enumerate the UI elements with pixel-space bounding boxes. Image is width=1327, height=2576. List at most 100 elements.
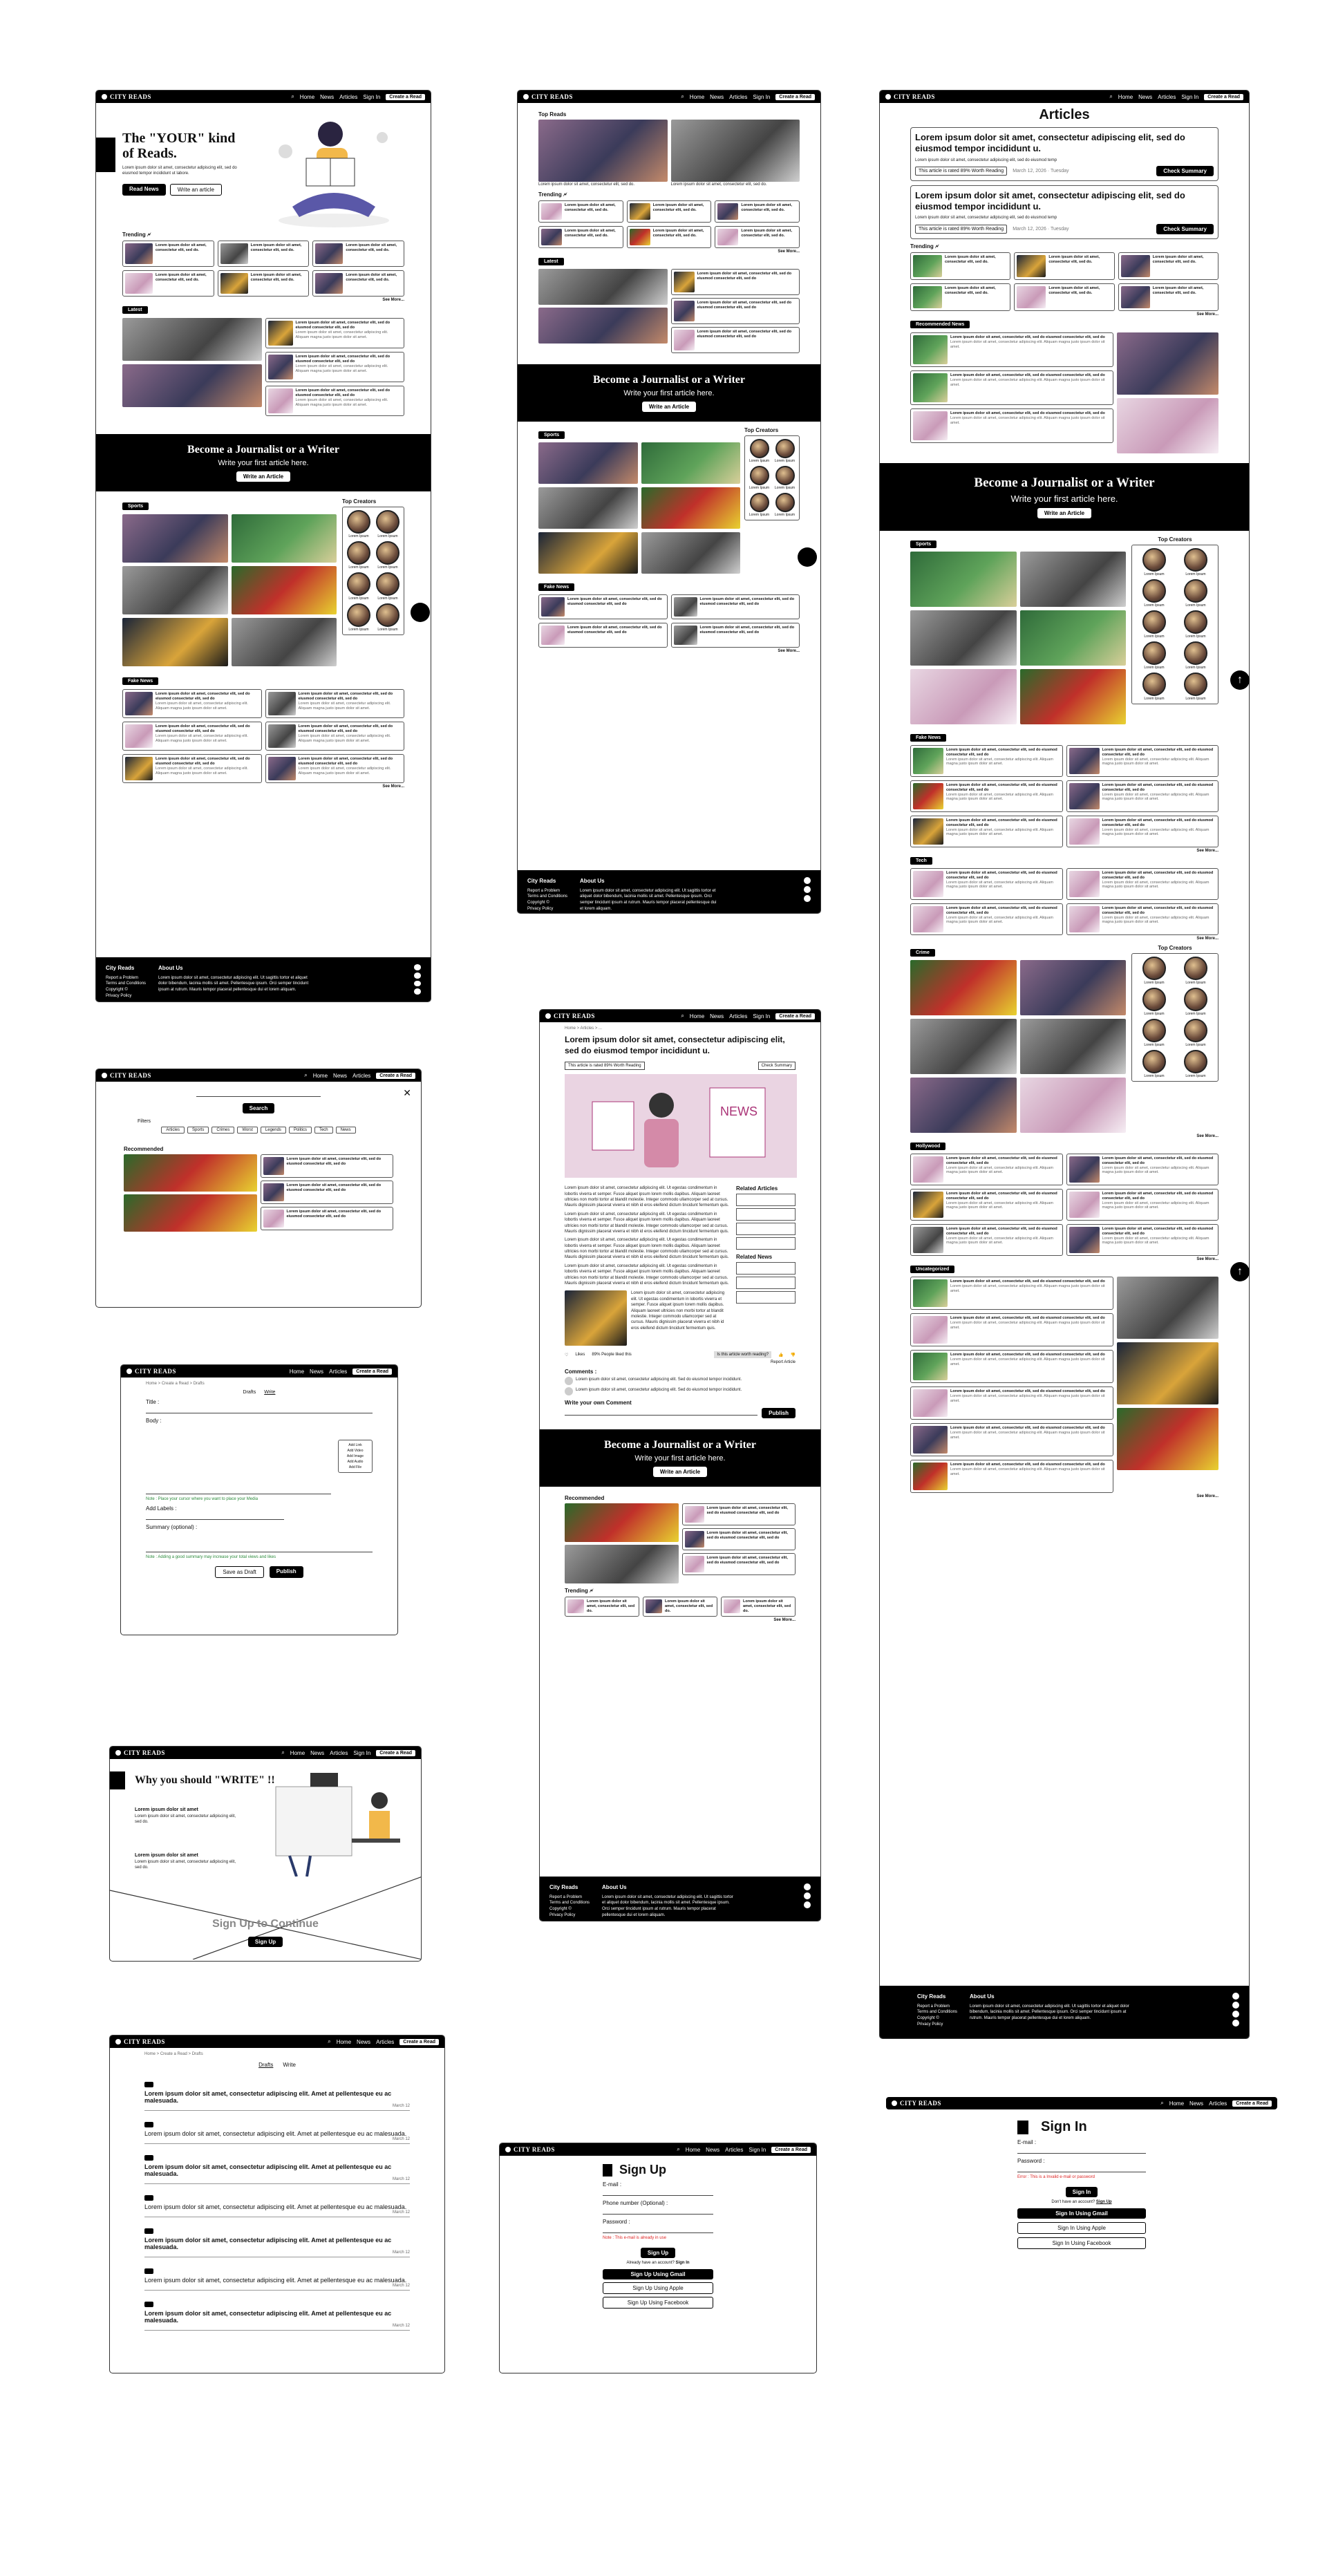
- filter-chip[interactable]: Crimes: [211, 1127, 235, 1134]
- nav-signin[interactable]: Sign In: [753, 93, 771, 100]
- draft-item[interactable]: Lorem ipsum dolor sit amet, consectetur …: [144, 2074, 410, 2111]
- creator[interactable]: Lorem Ipsum: [375, 603, 401, 632]
- logo[interactable]: CITY READS: [102, 93, 285, 100]
- trending-card[interactable]: Lorem ipsum dolor sit amet, consectetur …: [122, 270, 214, 297]
- news-card[interactable]: Lorem ipsum dolor sit amet, consectetur …: [122, 754, 262, 783]
- write-article-cta[interactable]: Write an Article: [236, 471, 291, 482]
- email-input[interactable]: [1017, 2147, 1146, 2154]
- see-more-link[interactable]: See More...: [382, 784, 404, 789]
- draft-item[interactable]: Lorem ipsum dolor sit amet, consectetur …: [144, 2220, 410, 2257]
- footer-link[interactable]: Terms and Conditions: [106, 981, 147, 986]
- thumb-down-icon[interactable]: 👎: [790, 1353, 796, 1357]
- filter-chip[interactable]: Politics: [288, 1127, 312, 1134]
- phone-input[interactable]: [603, 2208, 713, 2215]
- publish-button[interactable]: Publish: [269, 1566, 303, 1578]
- signup-apple-button[interactable]: Sign Up Using Apple: [603, 2282, 713, 2294]
- filter-chip[interactable]: News: [335, 1127, 356, 1134]
- trending-card[interactable]: Lorem ipsum dolor sit amet, consectetur …: [626, 226, 712, 249]
- creator[interactable]: Lorem Ipsum: [346, 510, 372, 538]
- news-card[interactable]: Lorem ipsum dolor sit amet, consectetur …: [265, 754, 404, 783]
- creator[interactable]: Lorem Ipsum: [375, 510, 401, 538]
- filter-chip[interactable]: Legends: [260, 1127, 286, 1134]
- trending-card[interactable]: Lorem ipsum dolor sit amet, consectetur …: [626, 200, 712, 223]
- news-card[interactable]: Lorem ipsum dolor sit amet, consectetur …: [122, 689, 262, 718]
- facebook-icon[interactable]: [414, 964, 421, 970]
- add-file-tool[interactable]: Add File: [348, 1465, 362, 1469]
- mail-icon[interactable]: [414, 988, 421, 995]
- twitter-icon[interactable]: [804, 886, 811, 893]
- search-icon[interactable]: ⌕: [1109, 93, 1113, 100]
- nav-home[interactable]: Home: [1118, 93, 1133, 100]
- create-read-button[interactable]: Create a Read: [1204, 93, 1243, 100]
- latest-image[interactable]: [122, 318, 262, 361]
- search-input[interactable]: [196, 1090, 321, 1097]
- add-audio-tool[interactable]: Add Audio: [347, 1460, 364, 1464]
- write-article-cta[interactable]: Write an Article: [652, 1467, 708, 1478]
- add-image-tool[interactable]: Add Image: [346, 1454, 364, 1458]
- footer-link[interactable]: Privacy Policy: [106, 993, 132, 998]
- tab-drafts[interactable]: Drafts: [258, 2062, 274, 2068]
- featured-article[interactable]: Lorem ipsum dolor sit amet, consectetur …: [910, 185, 1218, 239]
- latest-card[interactable]: Lorem ipsum dolor sit amet, consectetur …: [265, 318, 404, 348]
- write-article-button[interactable]: Write an article: [169, 183, 222, 196]
- search-icon[interactable]: ⌕: [281, 1749, 285, 1756]
- trending-card[interactable]: Lorem ipsum dolor sit amet, consectetur …: [217, 270, 310, 297]
- email-input[interactable]: [603, 2189, 713, 2196]
- write-article-cta[interactable]: Write an Article: [1037, 507, 1092, 518]
- instagram-icon[interactable]: [804, 1901, 811, 1908]
- sports-card[interactable]: [122, 618, 228, 666]
- signup-link[interactable]: Sign Up: [1095, 2200, 1112, 2204]
- read-news-button[interactable]: Read News: [122, 183, 166, 196]
- search-icon[interactable]: ⌕: [1160, 2100, 1164, 2106]
- twitter-icon[interactable]: [1232, 2002, 1239, 2009]
- check-summary-button[interactable]: Check Summary: [757, 1062, 796, 1071]
- nav-articles[interactable]: Articles: [729, 93, 748, 100]
- nav-news[interactable]: News: [320, 93, 335, 100]
- latest-card[interactable]: Lorem ipsum dolor sit amet, consectetur …: [670, 327, 800, 354]
- thumb-up-icon[interactable]: 👍: [778, 1353, 784, 1357]
- instagram-icon[interactable]: [804, 895, 811, 902]
- write-article-cta[interactable]: Write an Article: [641, 402, 697, 413]
- news-card[interactable]: Lorem ipsum dolor sit amet, consectetur …: [265, 689, 404, 718]
- signup-button[interactable]: Sign Up: [247, 1937, 283, 1947]
- sports-card[interactable]: [231, 566, 337, 614]
- footer-link[interactable]: Copyright ©: [106, 987, 128, 992]
- mail-icon[interactable]: [1232, 2020, 1239, 2027]
- creator[interactable]: Lorem Ipsum: [346, 541, 372, 570]
- signin-submit-button[interactable]: Sign In: [1065, 2187, 1098, 2197]
- search-button[interactable]: Search: [242, 1103, 275, 1113]
- trending-card[interactable]: Lorem ipsum dolor sit amet, consectetur …: [538, 226, 623, 249]
- tab-drafts[interactable]: Drafts: [243, 1390, 256, 1395]
- summary-input[interactable]: [146, 1532, 373, 1552]
- signup-submit-button[interactable]: Sign Up: [640, 2248, 676, 2258]
- latest-image[interactable]: [122, 364, 262, 407]
- featured-article[interactable]: Lorem ipsum dolor sit amet, consectetur …: [910, 127, 1218, 181]
- filter-chip[interactable]: Articles: [161, 1127, 185, 1134]
- creator[interactable]: Lorem Ipsum: [346, 572, 372, 601]
- title-input[interactable]: [146, 1407, 373, 1413]
- draft-item[interactable]: Lorem ipsum dolor sit amet, consectetur …: [144, 2147, 410, 2184]
- filter-chip[interactable]: Tech: [314, 1127, 333, 1134]
- scroll-up-button[interactable]: ↑: [1230, 670, 1250, 690]
- tab-write[interactable]: Write: [264, 1390, 276, 1395]
- trending-card[interactable]: Lorem ipsum dolor sit amet, consectetur …: [715, 200, 800, 223]
- check-summary-button[interactable]: Check Summary: [1156, 165, 1214, 176]
- scroll-indicator[interactable]: [798, 547, 817, 567]
- facebook-icon[interactable]: [804, 877, 811, 884]
- latest-card[interactable]: Lorem ipsum dolor sit amet, consectetur …: [265, 352, 404, 382]
- logo[interactable]: CITY READS: [523, 93, 675, 100]
- search-icon[interactable]: ⌕: [677, 2146, 680, 2152]
- nav-articles[interactable]: Articles: [339, 93, 358, 100]
- news-card[interactable]: Lorem ipsum dolor sit amet, consectetur …: [265, 722, 404, 751]
- sports-card[interactable]: [122, 566, 228, 614]
- logo[interactable]: CITY READS: [885, 93, 1104, 100]
- tab-write[interactable]: Write: [283, 2062, 296, 2068]
- sports-card[interactable]: [231, 514, 337, 563]
- latest-card[interactable]: Lorem ipsum dolor sit amet, consectetur …: [670, 298, 800, 325]
- news-card[interactable]: Lorem ipsum dolor sit amet, consectetur …: [122, 722, 262, 751]
- signin-facebook-button[interactable]: Sign In Using Facebook: [1017, 2237, 1146, 2249]
- add-link-tool[interactable]: Add Link: [348, 1443, 362, 1447]
- sports-card[interactable]: [231, 618, 337, 666]
- footer-link[interactable]: Report a Problem: [106, 975, 139, 980]
- trending-card[interactable]: Lorem ipsum dolor sit amet, consectetur …: [122, 241, 214, 267]
